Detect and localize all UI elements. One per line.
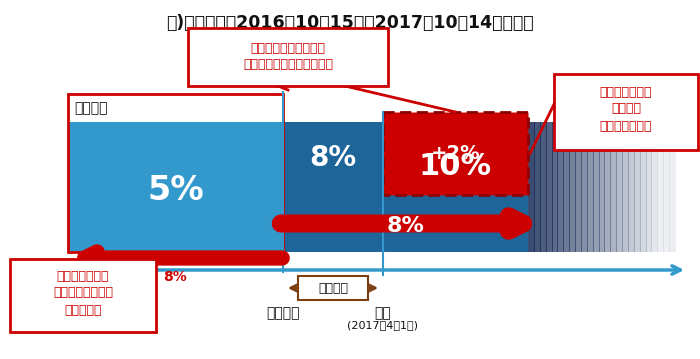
Text: 更新期間: 更新期間	[318, 281, 348, 294]
Bar	[534, 122, 541, 252]
Bar	[283, 195, 528, 252]
FancyBboxPatch shape	[10, 259, 156, 332]
Bar	[652, 122, 659, 252]
Bar	[645, 122, 652, 252]
Bar	[598, 122, 606, 252]
Text: 一旦ご請求させて頂きます: 一旦ご請求させて頂きます	[243, 59, 333, 71]
Bar	[68, 94, 283, 252]
Bar	[68, 122, 283, 252]
Bar	[383, 112, 528, 195]
Bar	[587, 122, 594, 252]
Bar	[640, 122, 647, 252]
Bar	[540, 122, 547, 252]
Text: 日割り計算にて: 日割り計算にて	[600, 85, 652, 98]
Text: 遡りの過去分は: 遡りの過去分は	[57, 270, 109, 283]
Bar	[663, 122, 670, 252]
Text: 5%: 5%	[147, 174, 204, 208]
Text: 8%: 8%	[386, 215, 424, 236]
Bar	[528, 122, 535, 252]
Bar	[616, 122, 623, 252]
Bar	[593, 122, 600, 252]
Text: ご請求時の消費税率で: ご請求時の消費税率で	[251, 42, 326, 55]
Bar	[283, 122, 383, 195]
Text: ご注文日: ご注文日	[266, 306, 300, 320]
Text: 再加入日の税率で: 再加入日の税率で	[53, 286, 113, 299]
Bar	[557, 122, 564, 252]
Text: 増税: 増税	[374, 306, 391, 320]
Text: 8%: 8%	[309, 145, 356, 173]
Text: 例)更新期間：2016年10月15日～2017年10月14日の場合: 例)更新期間：2016年10月15日～2017年10月14日の場合	[166, 14, 534, 32]
Bar	[545, 122, 552, 252]
Bar	[575, 122, 582, 252]
Bar	[657, 122, 664, 252]
Bar	[581, 122, 588, 252]
Bar	[622, 122, 629, 252]
Bar	[564, 122, 570, 252]
Bar	[669, 122, 676, 252]
Bar	[628, 122, 635, 252]
FancyBboxPatch shape	[554, 74, 698, 150]
Text: 8%: 8%	[164, 270, 188, 284]
Text: (2017年4月1日): (2017年4月1日)	[347, 320, 419, 330]
FancyBboxPatch shape	[298, 276, 368, 300]
Bar	[383, 122, 528, 195]
Text: 差額請求: 差額請求	[611, 103, 641, 116]
Bar	[604, 122, 611, 252]
Bar	[68, 94, 283, 122]
Bar	[569, 122, 576, 252]
FancyBboxPatch shape	[188, 28, 388, 86]
Text: +2%: +2%	[430, 144, 480, 163]
Text: 計算します: 計算します	[64, 303, 102, 317]
Text: 遡り期間: 遡り期間	[74, 101, 108, 115]
Text: 10%: 10%	[419, 152, 492, 181]
Text: させて頂きます: させて頂きます	[600, 120, 652, 132]
Bar	[610, 122, 617, 252]
Bar	[634, 122, 640, 252]
Bar	[552, 122, 559, 252]
